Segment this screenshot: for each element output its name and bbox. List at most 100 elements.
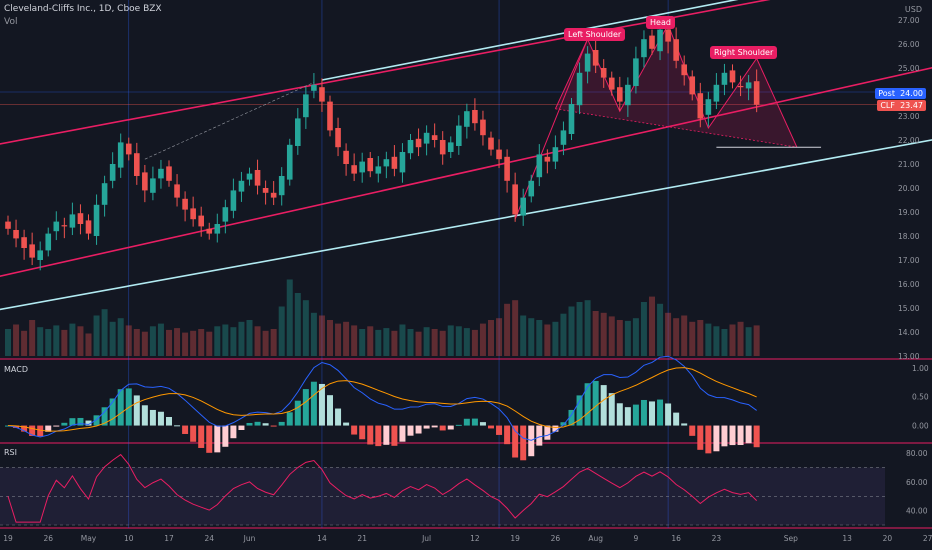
macd-histogram-bar: [600, 385, 607, 426]
macd-histogram-bar: [552, 425, 559, 432]
candle-body: [729, 70, 736, 83]
volume-bar: [528, 318, 535, 356]
candle-body: [496, 149, 502, 160]
volume-bar: [713, 326, 720, 356]
price-tick-label: 27.00: [898, 16, 920, 25]
macd-histogram-bar: [286, 412, 293, 426]
candle-body: [713, 84, 720, 102]
dashed-trend-line: [144, 82, 315, 160]
volume-bar: [367, 326, 374, 356]
candle-body: [512, 184, 518, 215]
candle-body: [69, 214, 76, 228]
clf-price-tag: CLF 23.47: [877, 100, 926, 111]
volume-bar: [657, 303, 664, 356]
candle-body: [641, 39, 647, 58]
volume-bar: [21, 330, 28, 356]
volume-bar: [133, 329, 140, 356]
candle-body: [520, 197, 526, 216]
candle-body: [335, 128, 341, 148]
macd-histogram-bar: [198, 425, 205, 448]
candle-body: [649, 35, 655, 49]
candle-body: [657, 29, 663, 52]
candle-body: [142, 172, 148, 191]
volume-bar: [415, 331, 422, 356]
macd-histogram-bar: [399, 425, 406, 442]
volume-bar: [745, 327, 752, 356]
candle-body: [85, 220, 92, 234]
x-tick-label: 9: [634, 534, 639, 543]
candle-body: [93, 204, 100, 236]
candle-body: [423, 132, 430, 144]
rsi-title: RSI: [4, 448, 17, 457]
macd-tick-label: 1.00: [912, 364, 929, 373]
volume-bar: [391, 330, 398, 356]
macd-histogram-bar: [45, 425, 52, 432]
volume-bar: [536, 320, 543, 356]
macd-histogram-bar: [504, 425, 511, 445]
volume-bar: [327, 320, 333, 356]
macd-histogram-bar: [560, 422, 567, 426]
candle-body: [37, 250, 43, 260]
volume-bar: [504, 303, 511, 356]
volume-bar: [455, 326, 462, 356]
macd-histogram-bar: [53, 425, 60, 427]
macd-histogram-bar: [101, 407, 108, 426]
x-tick-label: 19: [510, 534, 520, 543]
candle-body: [391, 156, 398, 169]
macd-histogram-bar: [584, 383, 591, 426]
candle-body: [721, 72, 728, 85]
macd-title: MACD: [4, 365, 28, 374]
macd-histogram-bar: [640, 399, 647, 426]
price-tick-label: 22.00: [898, 136, 920, 145]
volume-bar: [190, 330, 197, 356]
volume-bar: [5, 329, 11, 356]
candle-body: [343, 150, 349, 164]
macd-histogram-bar: [665, 403, 672, 426]
macd-histogram-bar: [61, 422, 68, 426]
candle-body: [407, 140, 414, 154]
candle-body: [617, 87, 623, 102]
currency-label: USD: [904, 5, 922, 14]
volume-bar: [125, 325, 132, 356]
candle-body: [383, 159, 390, 167]
price-tick-label: 20.00: [898, 184, 920, 193]
macd-histogram-bar: [310, 381, 317, 426]
x-tick-label: Jul: [421, 534, 431, 543]
candle-body: [295, 118, 301, 146]
candle-body: [125, 143, 132, 155]
volume-bar: [496, 318, 503, 356]
x-tick-label: 27: [923, 534, 932, 543]
macd-tick-label: 0.50: [912, 393, 929, 402]
candle-body: [150, 178, 156, 193]
macd-histogram-bar: [608, 393, 615, 426]
macd-histogram-bar: [270, 425, 277, 427]
macd-histogram-bar: [576, 395, 583, 426]
volume-bar: [13, 324, 20, 356]
volume-bar: [640, 302, 647, 356]
macd-histogram-bar: [109, 398, 116, 426]
candle-body: [600, 68, 607, 78]
macd-histogram-bar: [214, 425, 221, 453]
macd-histogram-bar: [479, 422, 486, 426]
x-tick-label: 17: [164, 534, 174, 543]
candle-body: [415, 138, 422, 148]
volume-bar: [407, 329, 414, 356]
candle-body: [286, 144, 293, 180]
pattern-fill: [555, 24, 797, 148]
volume-bar: [206, 331, 213, 356]
candle-body: [431, 135, 438, 140]
x-tick-label: 19: [3, 534, 13, 543]
candle-body: [5, 221, 11, 229]
macd-histogram-bar: [649, 401, 655, 426]
post-value: 24.00: [900, 89, 923, 98]
candle-body: [270, 192, 277, 198]
candle-body: [230, 190, 237, 211]
candle-body: [608, 77, 615, 90]
macd-histogram-bar: [375, 425, 382, 447]
x-tick-label: 20: [883, 534, 893, 543]
macd-histogram-bar: [166, 416, 172, 426]
macd-histogram-bar: [520, 425, 527, 461]
candle-body: [61, 225, 68, 227]
volume-bar: [681, 315, 688, 356]
